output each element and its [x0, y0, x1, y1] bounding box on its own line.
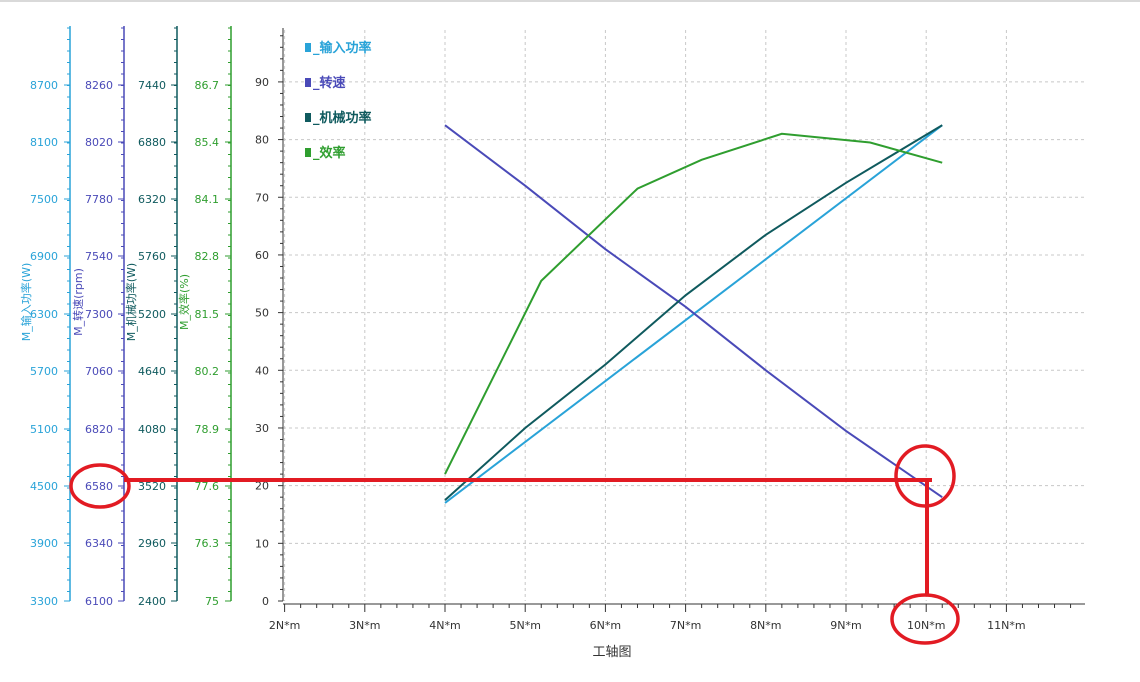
x-axis-title: 工轴图: [592, 645, 631, 660]
series-lines: [444, 124, 943, 504]
left-axis-tick-label: 2960: [138, 537, 166, 550]
legend-swatch: [305, 43, 311, 52]
left-axis-title: M_效率(%): [177, 274, 191, 330]
x-tick-label: 3N*m: [349, 619, 380, 632]
left-axis-tick-label: 6300: [30, 308, 58, 321]
left-axis-tick-label: 77.6: [195, 480, 220, 493]
highlight-circle-intersection: [894, 444, 956, 508]
legend-swatch: [305, 113, 311, 122]
left-axis-tick-label: 6320: [138, 193, 166, 206]
left-axis-speed: 6100 6340 6580 6820 7060 7300 7540 7780 8020 8260…: [71, 26, 125, 608]
left-axis-tick-label: 82.8: [195, 250, 220, 263]
x-tick-label: 9N*m: [830, 619, 861, 632]
primary-y-tick-label: 60: [255, 249, 269, 262]
left-axis-title: M_转速(rpm): [71, 268, 85, 336]
left-axis-power_in: 3300 3900 4500 5100 5700 6300 6900 7500 8100 8700…: [19, 26, 71, 608]
highlight-annotations: [69, 444, 960, 645]
left-axis-tick-label: 5700: [30, 365, 58, 378]
left-axis-tick-label: 6580: [85, 480, 113, 493]
left-axis-tick-label: 80.2: [195, 365, 220, 378]
left-axis-tick-label: 2400: [138, 595, 166, 608]
left-axis-tick-label: 6820: [85, 423, 113, 436]
left-axis-tick-label: 78.9: [195, 423, 220, 436]
series-line-M_效率: [444, 132, 943, 475]
left-axis-tick-label: 85.4: [195, 136, 220, 149]
legend-swatch: [305, 148, 311, 157]
left-axis-tick-label: 8020: [85, 136, 113, 149]
primary-y-tick-label: 90: [255, 76, 269, 89]
left-axis-tick-label: 7300: [85, 308, 113, 321]
highlight-circle-speed-value: [69, 463, 131, 509]
x-tick-label: 7N*m: [670, 619, 701, 632]
left-axis-tick-label: 7440: [138, 79, 166, 92]
series-line-M_转速: [444, 124, 943, 499]
left-axis-tick-label: 5760: [138, 250, 166, 263]
left-axis-tick-label: 7780: [85, 193, 113, 206]
series-line-M_机械功率: [444, 124, 943, 501]
primary-y-tick-label: 80: [255, 134, 269, 147]
legend-entry: _机械功率: [313, 110, 372, 126]
primary-y-tick-label: 50: [255, 307, 269, 320]
legend: _输入功率 _转速 _机械功率 _效率: [305, 40, 372, 161]
legend-entry: _效率: [313, 145, 346, 161]
x-tick-label: 4N*m: [429, 619, 460, 632]
x-tick-label: 6N*m: [590, 619, 621, 632]
primary-y-tick-label: 30: [255, 422, 269, 435]
left-axis-tick-label: 75: [205, 595, 219, 608]
primary-y-tick-label: 40: [255, 364, 269, 377]
legend-swatch: [305, 78, 311, 87]
left-axis-tick-label: 4640: [138, 365, 166, 378]
left-axis-tick-label: 6340: [85, 537, 113, 550]
left-axis-tick-label: 8700: [30, 79, 58, 92]
left-axis-tick-label: 81.5: [195, 308, 220, 321]
left-axis-tick-label: 7060: [85, 365, 113, 378]
left-axis-tick-label: 3900: [30, 537, 58, 550]
left-axis-tick-label: 84.1: [195, 193, 220, 206]
x-tick-label: 2N*m: [269, 619, 300, 632]
left-axis-tick-label: 6900: [30, 250, 58, 263]
left-axis-tick-label: 8100: [30, 136, 58, 149]
x-tick-label: 10N*m: [907, 619, 945, 632]
left-axis-tick-label: 6880: [138, 136, 166, 149]
left-axis-title: M_输入功率(W): [19, 263, 33, 341]
left-axis-tick-label: 7540: [85, 250, 113, 263]
left-axis-title: M_机械功率(W): [124, 263, 138, 341]
primary-y-tick-label: 20: [255, 480, 269, 493]
left-axis-power_mech: 2400 2960 3520 4080 4640 5200 5760 6320 6880 7440…: [124, 26, 178, 608]
left-axis-tick-label: 86.7: [195, 79, 220, 92]
left-axis-tick-label: 76.3: [195, 537, 220, 550]
grid-lines: [283, 30, 1085, 601]
left-axis-tick-label: 4080: [138, 423, 166, 436]
left-axis-tick-label: 5100: [30, 423, 58, 436]
legend-entry: _输入功率: [313, 40, 372, 56]
left-axis-tick-label: 7500: [30, 193, 58, 206]
highlight-circle-torque-value: [890, 593, 960, 645]
primary-y-tick-label: 10: [255, 537, 269, 550]
left-axis-tick-label: 5200: [138, 308, 166, 321]
left-axis-tick-label: 4500: [30, 480, 58, 493]
left-axis-tick-label: 6100: [85, 595, 113, 608]
left-axis-tick-label: 3520: [138, 480, 166, 493]
top-divider: [0, 0, 1140, 2]
left-axis-tick-label: 8260: [85, 79, 113, 92]
primary-y-tick-label: 0: [262, 595, 269, 608]
left-axis-tick-label: 3300: [30, 595, 58, 608]
left-axis-efficiency: 75 76.3 77.6 78.9 80.2 81.5 82.8 84.1 85.4 86.7 M_…: [177, 26, 232, 608]
x-tick-label: 8N*m: [750, 619, 781, 632]
x-tick-label: 5N*m: [509, 619, 540, 632]
x-tick-label: 11N*m: [987, 619, 1025, 632]
legend-entry: _转速: [313, 75, 346, 91]
primary-y-tick-label: 70: [255, 191, 269, 204]
